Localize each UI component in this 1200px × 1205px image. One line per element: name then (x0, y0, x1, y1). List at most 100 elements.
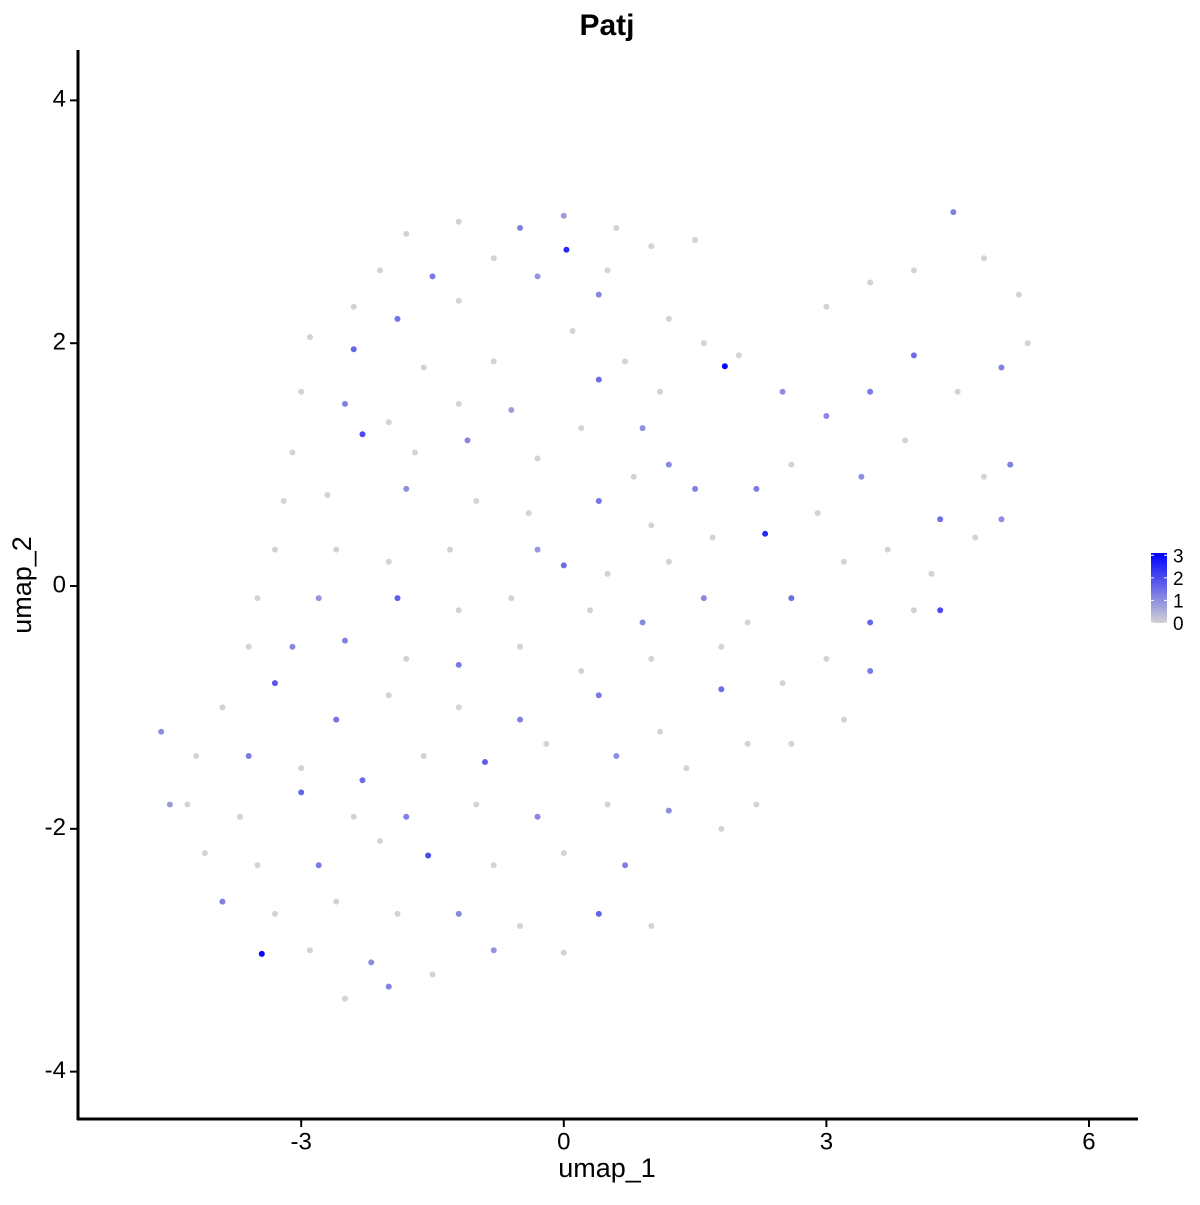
point (840, 558, 847, 565)
point (613, 752, 620, 759)
point (324, 491, 331, 498)
point (333, 716, 340, 723)
point (490, 358, 497, 365)
point (639, 619, 646, 626)
point (455, 661, 462, 668)
point (271, 910, 278, 917)
point (455, 218, 462, 225)
point (455, 704, 462, 711)
point (788, 595, 795, 602)
point (455, 910, 462, 917)
point (700, 595, 707, 602)
colorbar-label: 0 (1173, 614, 1184, 635)
point (385, 983, 392, 990)
point (902, 437, 909, 444)
point (315, 595, 322, 602)
point (560, 562, 567, 569)
point (744, 740, 751, 747)
point (473, 801, 480, 808)
point (560, 949, 567, 956)
point (814, 510, 821, 517)
point (587, 607, 594, 614)
point (368, 959, 375, 966)
point (718, 825, 725, 832)
point (560, 212, 567, 219)
point (665, 558, 672, 565)
point (972, 534, 979, 541)
point (753, 485, 760, 492)
point (403, 230, 410, 237)
y-axis-title: umap_2 (7, 536, 37, 634)
point (1015, 291, 1022, 298)
point (298, 388, 305, 395)
point (665, 807, 672, 814)
point (604, 267, 611, 274)
point (429, 971, 436, 978)
point (341, 400, 348, 407)
chart-title: Patj (579, 9, 634, 42)
point (420, 364, 427, 371)
point (648, 922, 655, 929)
point (534, 546, 541, 553)
point (823, 655, 830, 662)
point (385, 692, 392, 699)
point (394, 910, 401, 917)
point (490, 255, 497, 262)
point (359, 431, 366, 438)
point (517, 716, 524, 723)
point (271, 546, 278, 553)
point (447, 546, 454, 553)
point (665, 315, 672, 322)
point (721, 363, 728, 370)
point (455, 607, 462, 614)
point (333, 898, 340, 905)
point (569, 328, 576, 335)
point (166, 801, 173, 808)
x-tick-label: -3 (291, 1128, 312, 1155)
point (718, 686, 725, 693)
point (648, 243, 655, 250)
y-tick-label: 0 (53, 571, 66, 598)
point (648, 522, 655, 529)
point (333, 546, 340, 553)
point (980, 255, 987, 262)
point (376, 267, 383, 274)
point (534, 273, 541, 280)
point (298, 789, 305, 796)
point (613, 224, 620, 231)
point (692, 237, 699, 244)
point (867, 668, 874, 675)
point (543, 740, 550, 747)
point (464, 437, 471, 444)
point (578, 425, 585, 432)
point (394, 315, 401, 322)
point (455, 400, 462, 407)
point (517, 224, 524, 231)
point (884, 546, 891, 553)
point (1007, 461, 1014, 468)
point (622, 358, 629, 365)
point (735, 352, 742, 359)
point (622, 862, 629, 869)
point (508, 406, 515, 413)
colorbar-label: 3 (1173, 546, 1184, 567)
point (184, 801, 191, 808)
point (867, 279, 874, 286)
point (595, 498, 602, 505)
x-tick-label: 3 (820, 1128, 833, 1155)
point (867, 388, 874, 395)
point (341, 637, 348, 644)
y-tick-label: 4 (53, 86, 66, 113)
point (700, 340, 707, 347)
point (744, 619, 751, 626)
point (563, 246, 570, 253)
point (219, 898, 226, 905)
point (937, 607, 944, 614)
point (779, 388, 786, 395)
point (517, 922, 524, 929)
point (350, 346, 357, 353)
point (954, 388, 961, 395)
point (376, 837, 383, 844)
point (595, 910, 602, 917)
